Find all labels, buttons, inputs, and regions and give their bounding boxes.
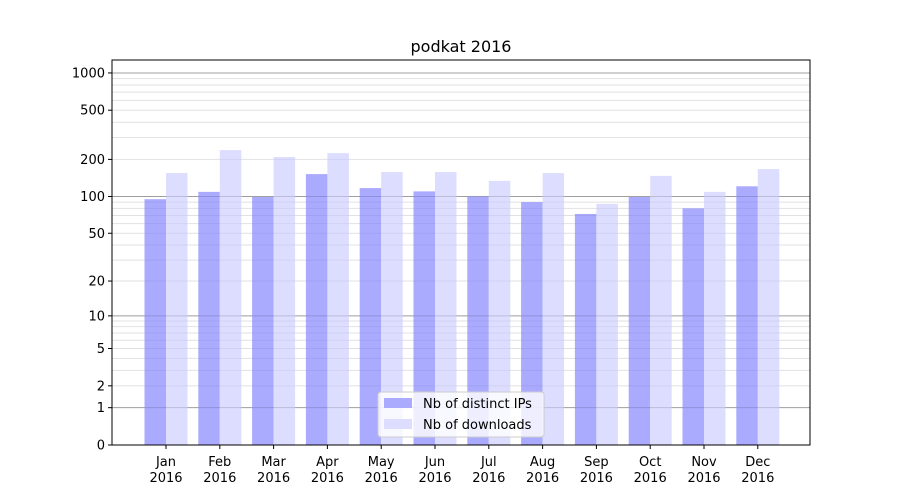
x-tick-label: Jan xyxy=(155,455,176,470)
x-tick-label: 2016 xyxy=(365,471,398,486)
chart-title: podkat 2016 xyxy=(411,37,512,56)
bar-distinct-ips xyxy=(521,202,543,445)
x-tick-label: Apr xyxy=(316,455,339,470)
x-tick-label: 2016 xyxy=(418,471,451,486)
y-tick-label: 50 xyxy=(88,227,105,242)
y-tick-label: 100 xyxy=(80,190,105,205)
x-tick-label: Jun xyxy=(424,455,445,470)
bar-distinct-ips xyxy=(467,196,489,445)
x-tick-label: 2016 xyxy=(203,471,236,486)
x-tick-label: 2016 xyxy=(311,471,344,486)
x-tick-label: Mar xyxy=(261,455,286,470)
bar-distinct-ips xyxy=(736,186,758,445)
x-tick-label: Jul xyxy=(480,455,497,470)
bar-downloads xyxy=(166,173,188,445)
bar-distinct-ips xyxy=(413,191,435,445)
x-tick-label: Dec xyxy=(745,455,770,470)
legend-label: Nb of downloads xyxy=(423,418,532,433)
y-tick-label: 5 xyxy=(97,342,105,357)
bar-distinct-ips xyxy=(198,191,220,445)
x-tick-label: Nov xyxy=(691,455,717,470)
x-tick-label: 2016 xyxy=(149,471,182,486)
x-tick-label: 2016 xyxy=(472,471,505,486)
x-tick-label: Oct xyxy=(639,455,661,470)
bar-downloads xyxy=(488,180,511,445)
x-tick-label: 2016 xyxy=(634,471,667,486)
y-tick-label: 500 xyxy=(80,104,105,119)
x-tick-label: 2016 xyxy=(257,471,290,486)
bar-downloads xyxy=(273,157,296,445)
bar-downloads xyxy=(650,175,672,445)
bar-distinct-ips xyxy=(305,174,328,445)
bar-downloads xyxy=(542,173,565,445)
x-tick-label: 2016 xyxy=(580,471,613,486)
y-tick-label: 1 xyxy=(97,401,105,416)
bar-distinct-ips xyxy=(628,197,651,445)
bar-distinct-ips xyxy=(574,213,597,445)
bar-downloads xyxy=(219,150,242,445)
x-tick-label: Sep xyxy=(584,455,609,470)
y-tick-label: 20 xyxy=(88,275,105,290)
plot-frame xyxy=(111,59,811,446)
x-tick-label: 2016 xyxy=(687,471,720,486)
bar-downloads xyxy=(757,169,780,445)
y-tick-label: 0 xyxy=(97,439,105,454)
bar-downloads xyxy=(435,172,457,445)
bar-distinct-ips xyxy=(682,208,704,445)
bar-downloads xyxy=(596,203,618,445)
legend: Nb of distinct IPs Nb of downloads xyxy=(377,391,545,438)
y-tick-label: 200 xyxy=(80,153,105,168)
y-tick-label: 2 xyxy=(97,379,105,394)
bar-distinct-ips xyxy=(144,199,166,445)
legend-swatch xyxy=(384,398,412,408)
x-tick-label: Aug xyxy=(530,455,555,470)
x-tick-label: May xyxy=(368,455,395,470)
bar-downloads xyxy=(327,153,349,445)
legend-swatch xyxy=(384,419,412,429)
bar-distinct-ips xyxy=(359,188,382,446)
x-tick-label: 2016 xyxy=(526,471,559,486)
legend-label: Nb of distinct IPs xyxy=(423,397,532,412)
y-tick-label: 1000 xyxy=(72,66,105,81)
x-tick-label: 2016 xyxy=(741,471,774,486)
bar-downloads xyxy=(704,191,726,445)
y-tick-label: 10 xyxy=(88,309,105,324)
x-tick-label: Feb xyxy=(208,455,231,470)
bar-downloads xyxy=(381,172,403,445)
bar-distinct-ips xyxy=(252,197,274,445)
legend-box xyxy=(377,391,545,438)
